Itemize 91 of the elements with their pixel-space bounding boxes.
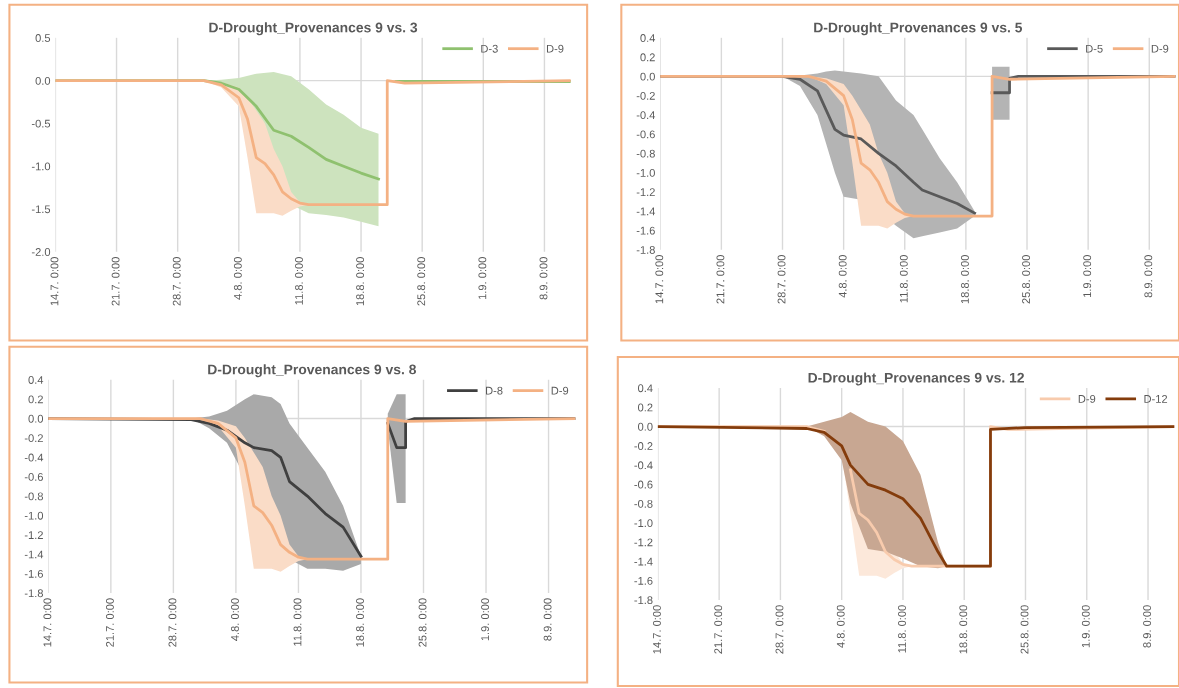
y-tick-label: -1.0 bbox=[24, 511, 44, 520]
x-tick-label: 25.8. 0:00 bbox=[418, 598, 427, 647]
y-tick-label: -0.4 bbox=[636, 111, 656, 120]
x-tick-label: 21.7. 0:00 bbox=[105, 598, 114, 647]
y-tick-label: -1.4 bbox=[634, 557, 653, 566]
legend-label: D-8 bbox=[486, 386, 503, 395]
x-tick-label: 21.7. 0:00 bbox=[111, 257, 120, 306]
x-tick-label: 11.8. 0:00 bbox=[898, 605, 906, 653]
y-tick-label: 0.2 bbox=[28, 395, 43, 404]
y-tick-label: -1.8 bbox=[636, 246, 655, 254]
y-tick-label: -1.8 bbox=[24, 589, 43, 598]
chart-title: D-Drought_Provenances 9 vs. 3 bbox=[209, 22, 418, 36]
x-tick-label: 1.9. 0:00 bbox=[1081, 605, 1090, 648]
y-tick-label: -0.5 bbox=[31, 119, 51, 128]
legend-label: D-5 bbox=[1086, 44, 1103, 53]
x-tick-label: 28.7. 0:00 bbox=[168, 598, 177, 647]
x-tick-label: 14.7. 0:00 bbox=[653, 605, 661, 654]
y-tick-label: 0.0 bbox=[28, 414, 44, 423]
x-tick-label: 28.7. 0:00 bbox=[777, 255, 786, 304]
y-tick-label: 0.2 bbox=[638, 403, 653, 412]
y-tick-label: -0.6 bbox=[24, 472, 43, 481]
y-tick-label: 0.0 bbox=[35, 76, 51, 85]
chart-title: D-Drought_Provenances 9 vs. 5 bbox=[814, 22, 1023, 36]
y-tick-label: 0.4 bbox=[28, 376, 44, 384]
x-tick-label: 4.8. 0:00 bbox=[231, 598, 239, 641]
chart-title: D-Drought_Provenances 9 vs. 8 bbox=[208, 364, 417, 378]
x-tick-label: 25.8. 0:00 bbox=[1020, 605, 1029, 654]
x-tick-label: 14.7. 0:00 bbox=[50, 257, 59, 306]
x-tick-label: 8.9. 0:00 bbox=[539, 257, 548, 300]
y-tick-label: -0.8 bbox=[634, 499, 653, 508]
legend-label: D-3 bbox=[481, 44, 498, 53]
y-tick-label: -0.2 bbox=[24, 434, 43, 443]
y-tick-label: -0.8 bbox=[636, 149, 655, 158]
y-tick-label: -1.4 bbox=[636, 207, 656, 216]
x-tick-label: 11.8. 0:00 bbox=[293, 598, 302, 646]
x-tick-label: 1.9. 0:00 bbox=[1083, 255, 1092, 297]
y-tick-label: 0.5 bbox=[35, 34, 51, 42]
y-tick-label: -1.2 bbox=[24, 531, 43, 539]
y-tick-label: 0.0 bbox=[640, 72, 655, 81]
x-tick-label: 28.7. 0:00 bbox=[172, 257, 181, 306]
y-tick-label: -1.4 bbox=[24, 550, 44, 559]
y-tick-label: -0.6 bbox=[634, 480, 653, 489]
x-tick-label: 1.9. 0:00 bbox=[478, 257, 487, 300]
x-tick-label: 14.7. 0:00 bbox=[43, 598, 52, 647]
y-tick-label: 0.4 bbox=[640, 34, 656, 42]
x-tick-label: 21.7. 0:00 bbox=[714, 605, 723, 654]
x-tick-label: 4.8. 0:00 bbox=[838, 255, 847, 298]
x-tick-label: 25.8. 0:00 bbox=[417, 257, 426, 306]
chart-title: D-Drought_Provenances 9 vs. 12 bbox=[808, 372, 1024, 386]
x-tick-label: 1.9. 0:00 bbox=[481, 598, 490, 641]
x-tick-label: 8.9. 0:00 bbox=[543, 598, 552, 641]
y-tick-label: -1.6 bbox=[634, 576, 653, 585]
legend-label: D-9 bbox=[1078, 394, 1096, 403]
x-tick-label: 14.7. 0:00 bbox=[655, 255, 664, 304]
y-tick-label: -0.8 bbox=[24, 492, 43, 501]
legend-label: D-12 bbox=[1144, 394, 1168, 403]
y-tick-label: -0.4 bbox=[634, 461, 653, 470]
x-tick-label: 21.7. 0:00 bbox=[716, 255, 725, 304]
y-tick-label: -1.0 bbox=[634, 519, 653, 528]
y-tick-label: -1.0 bbox=[31, 162, 51, 171]
y-tick-label: -1.2 bbox=[636, 188, 655, 196]
x-tick-label: 18.8. 0:00 bbox=[961, 255, 969, 304]
y-tick-label: 0.0 bbox=[638, 422, 653, 431]
y-tick-label: -0.6 bbox=[636, 130, 655, 139]
x-tick-label: 18.8. 0:00 bbox=[356, 598, 364, 647]
legend-label: D-9 bbox=[546, 44, 564, 53]
y-tick-label: -2.0 bbox=[31, 248, 51, 256]
x-tick-label: 4.8. 0:00 bbox=[233, 257, 242, 300]
x-tick-label: 25.8. 0:00 bbox=[1022, 255, 1030, 304]
legend-label: D-9 bbox=[1151, 44, 1169, 53]
y-tick-label: 0.4 bbox=[638, 384, 653, 393]
y-tick-label: -1.6 bbox=[24, 569, 43, 578]
y-tick-label: -0.2 bbox=[636, 91, 655, 100]
x-tick-label: 4.8. 0:00 bbox=[836, 605, 845, 648]
x-tick-label: 18.8. 0:00 bbox=[959, 605, 968, 654]
y-tick-label: -1.2 bbox=[634, 538, 653, 547]
x-tick-label: 8.9. 0:00 bbox=[1143, 605, 1152, 648]
legend-label: D-9 bbox=[551, 386, 569, 395]
y-tick-label: -0.4 bbox=[24, 453, 44, 462]
x-tick-label: 8.9. 0:00 bbox=[1144, 255, 1153, 298]
line-series bbox=[55, 79, 571, 207]
y-tick-label: 0.2 bbox=[640, 53, 655, 62]
y-tick-label: -1.6 bbox=[636, 226, 655, 235]
y-tick-label: -1.5 bbox=[31, 205, 51, 214]
y-tick-label: -1.0 bbox=[636, 168, 655, 177]
y-tick-label: -0.2 bbox=[634, 442, 653, 450]
y-tick-label: -1.8 bbox=[634, 596, 653, 605]
x-tick-label: 11.8. 0:00 bbox=[295, 257, 303, 305]
x-tick-label: 28.7. 0:00 bbox=[775, 605, 784, 654]
x-tick-label: 11.8. 0:00 bbox=[899, 255, 908, 303]
x-tick-label: 18.8. 0:00 bbox=[356, 257, 365, 306]
